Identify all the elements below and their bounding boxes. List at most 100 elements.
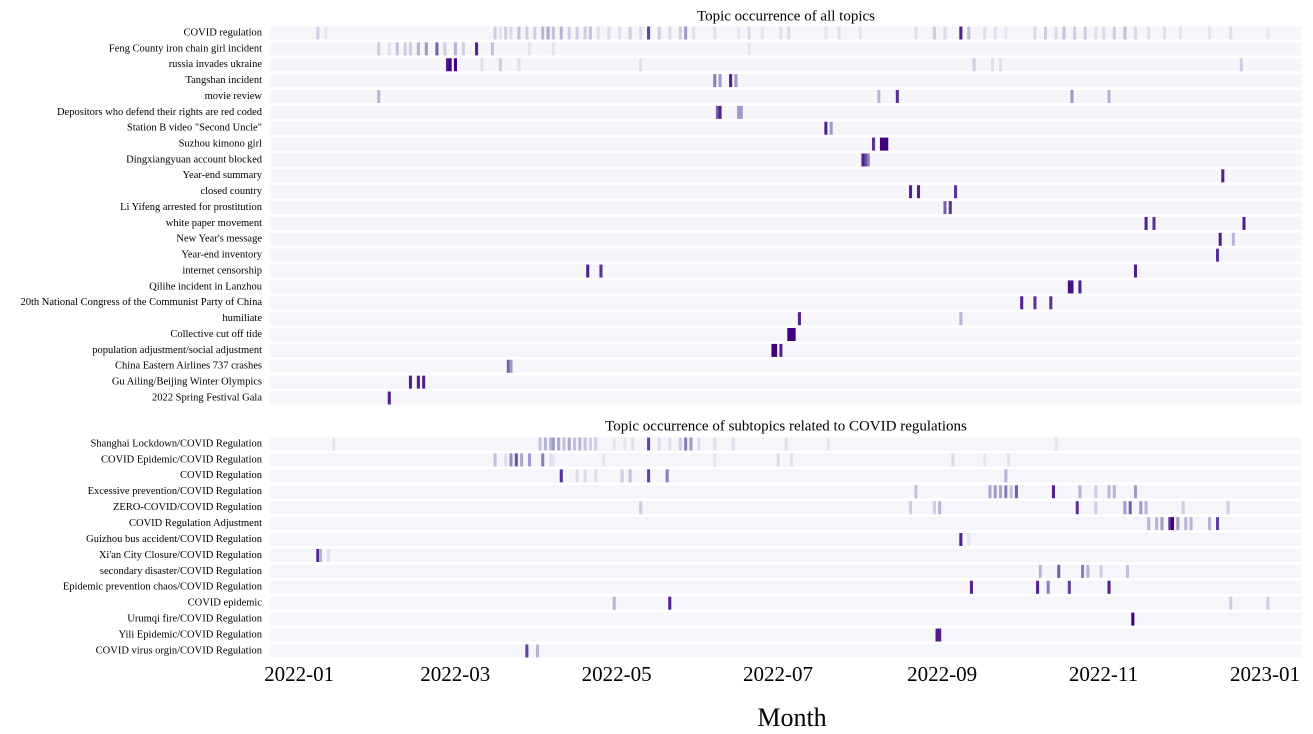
cell	[424, 42, 428, 56]
cell	[1054, 437, 1058, 451]
cell	[1139, 501, 1143, 515]
cell	[1107, 89, 1111, 103]
cell	[1004, 26, 1008, 40]
cell	[1112, 26, 1116, 40]
cell	[1239, 58, 1243, 72]
cell	[1266, 26, 1270, 40]
cell	[316, 548, 320, 562]
row-background	[270, 74, 1302, 88]
row-background	[270, 644, 1302, 658]
cell	[678, 437, 682, 451]
cell	[316, 26, 320, 40]
cell	[972, 58, 976, 72]
cell	[1208, 517, 1212, 531]
cell	[395, 42, 399, 56]
cell	[1006, 453, 1010, 467]
cell	[1107, 485, 1111, 499]
cell	[528, 42, 532, 56]
row-background	[270, 391, 1302, 405]
row-label: COVID Epidemic/COVID Regulation	[101, 454, 263, 465]
cell	[1004, 469, 1008, 483]
cell	[916, 185, 921, 199]
cell	[1112, 485, 1116, 499]
cell	[1094, 485, 1098, 499]
cell	[885, 137, 889, 151]
cell	[1189, 517, 1193, 531]
cell	[1004, 485, 1008, 499]
x-tick-label: 2022-05	[582, 662, 652, 686]
cell	[631, 437, 635, 451]
cell	[969, 580, 973, 594]
row-background	[270, 248, 1302, 262]
cell	[583, 437, 587, 451]
cell	[1133, 485, 1138, 499]
cell	[588, 437, 592, 451]
row-label: movie review	[205, 91, 263, 102]
cell	[498, 26, 502, 40]
cell	[739, 105, 743, 119]
cell	[538, 437, 542, 451]
cell	[959, 26, 963, 40]
cell	[747, 26, 751, 40]
cell	[993, 485, 997, 499]
row-background	[270, 328, 1302, 342]
cell	[1229, 26, 1233, 40]
cell	[509, 359, 513, 373]
cell	[684, 26, 688, 40]
x-tick-label: 2022-03	[420, 662, 490, 686]
row-label: Li Yifeng arrested for prostitution	[120, 202, 263, 213]
cell	[879, 137, 883, 151]
cell	[422, 375, 426, 389]
cell	[943, 26, 947, 40]
cell	[959, 312, 963, 326]
cell	[1067, 580, 1071, 594]
cell	[520, 453, 524, 467]
cell	[617, 26, 622, 40]
cell	[549, 453, 553, 467]
cell	[713, 453, 717, 467]
cell	[549, 437, 553, 451]
cell	[480, 58, 484, 72]
row-label: Xi'an City Closure/COVID Regulation	[99, 550, 263, 561]
row-background	[270, 264, 1302, 278]
cell	[1009, 485, 1013, 499]
cell	[559, 26, 563, 40]
cell	[490, 42, 494, 56]
cell	[1036, 580, 1040, 594]
cell	[647, 437, 651, 451]
cell	[1033, 296, 1037, 310]
cell	[729, 74, 733, 88]
cell	[493, 453, 497, 467]
x-axis-label: Month	[757, 703, 826, 732]
cell	[1184, 517, 1188, 531]
chart-title: Topic occurrence of all topics	[697, 8, 875, 24]
cell	[784, 437, 788, 451]
x-tick-label: 2023-01	[1230, 662, 1300, 686]
cell	[1038, 564, 1042, 578]
cell	[1242, 216, 1246, 230]
row-label: Yili Epidemic/COVID Regulation	[119, 629, 263, 640]
cell	[647, 469, 651, 483]
cell	[620, 469, 624, 483]
cell	[718, 105, 722, 119]
row-label: Epidemic prevention chaos/COVID Regulati…	[63, 582, 263, 593]
cell	[448, 58, 452, 72]
cell	[909, 501, 913, 515]
cell	[713, 26, 717, 40]
row-background	[270, 517, 1302, 531]
cell	[1144, 501, 1148, 515]
cell	[776, 453, 780, 467]
cell	[932, 501, 936, 515]
cell	[445, 58, 450, 72]
cell	[861, 153, 865, 167]
cell	[506, 359, 510, 373]
cell	[1216, 517, 1220, 531]
cell	[938, 628, 942, 642]
cell	[583, 26, 587, 40]
row-label: Collective cut off tide	[170, 329, 262, 340]
cell	[567, 26, 571, 40]
cell	[403, 42, 407, 56]
row-label: ZERO-COVID/COVID Regulation	[113, 502, 263, 513]
cell	[827, 437, 831, 451]
